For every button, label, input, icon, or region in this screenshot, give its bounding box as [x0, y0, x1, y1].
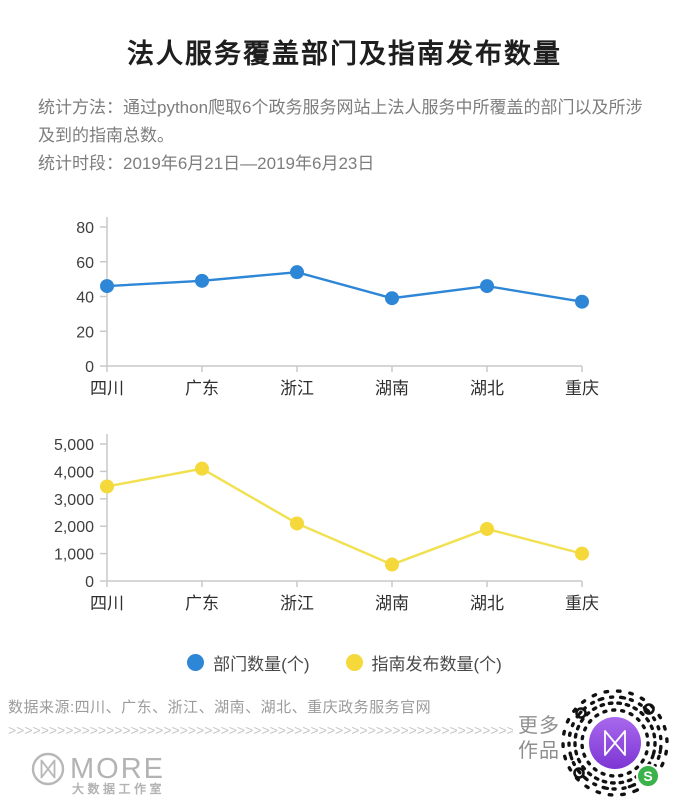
more-works-line2: 作品	[518, 740, 560, 762]
data-point[interactable]	[290, 265, 304, 280]
data-point[interactable]	[385, 557, 399, 572]
x-category-label: 湖北	[470, 379, 504, 398]
qr-green-badge-icon	[636, 764, 660, 788]
data-point[interactable]	[100, 279, 114, 294]
x-category-label: 浙江	[280, 379, 314, 398]
data-point[interactable]	[575, 294, 589, 309]
x-category-label: 湖南	[375, 594, 409, 613]
y-tick-label: 1,000	[54, 547, 94, 564]
legend-label: 部门数量(个)	[213, 655, 310, 674]
chevron-divider: >>>>>>>>>>>>>>>>>>>>>>>>>>>>>>>>>>>>>>>>…	[8, 722, 513, 738]
y-tick-label: 40	[76, 290, 94, 307]
x-category-label: 重庆	[565, 594, 599, 613]
more-studio-logo: MORE 大数据工作室	[31, 752, 165, 796]
yellow-dot-icon	[345, 654, 363, 671]
page-title: 法人服务覆盖部门及指南发布数量	[127, 39, 562, 69]
x-category-label: 广东	[185, 379, 219, 398]
y-tick-label: 0	[85, 359, 94, 376]
departments-line-chart: 0 20 40 60 80 四川 广东 浙江 湖南 湖北 重庆	[76, 217, 599, 398]
x-category-label: 湖南	[375, 379, 409, 398]
miniprogram-qr-code[interactable]: S	[556, 684, 674, 800]
legend-item-departments: 部门数量(个)	[187, 650, 310, 675]
guides-line-chart: 0 1,000 2,000 3,000 4,000 5,000 四川 广东 浙江 湖南 湖北 重庆	[54, 434, 599, 613]
period-text: 统计时段：2019年6月21日—2019年6月23日	[38, 154, 375, 173]
series-line	[106, 467, 583, 566]
x-category-label: 四川	[90, 594, 124, 613]
logo-wordmark: MORE	[70, 753, 165, 785]
more-works-line1: 更多	[518, 715, 560, 737]
x-category-label: 四川	[90, 379, 124, 398]
series-line	[106, 270, 583, 303]
blue-dot-icon	[187, 654, 205, 671]
x-category-label: 湖北	[470, 594, 504, 613]
subtitle-block: 统计方法：通过python爬取6个政务服务网站上法人服务中所覆盖的部门以及所涉及…	[38, 94, 658, 178]
data-point[interactable]	[480, 521, 494, 536]
data-point[interactable]	[480, 279, 494, 294]
data-point[interactable]	[575, 546, 589, 561]
y-tick-label: 60	[76, 255, 94, 272]
more-works-label: 更多 作品	[518, 714, 560, 764]
x-category-label: 重庆	[565, 379, 599, 398]
x-category-label: 广东	[185, 594, 219, 613]
data-point[interactable]	[100, 479, 114, 494]
qr-eye-rings	[573, 703, 655, 779]
bowtie-m-icon	[40, 759, 56, 779]
chart-legend: 部门数量(个) 指南发布数量(个)	[0, 650, 689, 675]
x-category-label: 浙江	[280, 594, 314, 613]
data-source-text: 数据来源:四川、广东、浙江、湖南、湖北、重庆政务服务官网	[8, 699, 432, 716]
data-point[interactable]	[385, 291, 399, 306]
y-tick-label: 20	[76, 324, 94, 341]
logo-subtext: 大数据工作室	[72, 781, 165, 796]
legend-item-guides: 指南发布数量(个)	[345, 650, 502, 675]
y-tick-label: 4,000	[54, 464, 94, 481]
y-tick-label: 80	[76, 220, 94, 237]
qr-badge-letter: S	[643, 768, 652, 784]
legend-label: 指南发布数量(个)	[371, 655, 502, 674]
y-tick-label: 5,000	[54, 437, 94, 454]
y-tick-label: 3,000	[54, 492, 94, 509]
method-text: 统计方法：通过python爬取6个政务服务网站上法人服务中所覆盖的部门以及所涉及…	[38, 98, 643, 145]
qr-bowtie-m-icon	[604, 730, 626, 756]
data-point[interactable]	[290, 516, 304, 531]
logo-circle-icon	[31, 752, 65, 786]
y-tick-label: 0	[85, 574, 94, 591]
data-point[interactable]	[195, 273, 209, 288]
data-point[interactable]	[195, 461, 209, 476]
y-tick-label: 2,000	[54, 519, 94, 536]
